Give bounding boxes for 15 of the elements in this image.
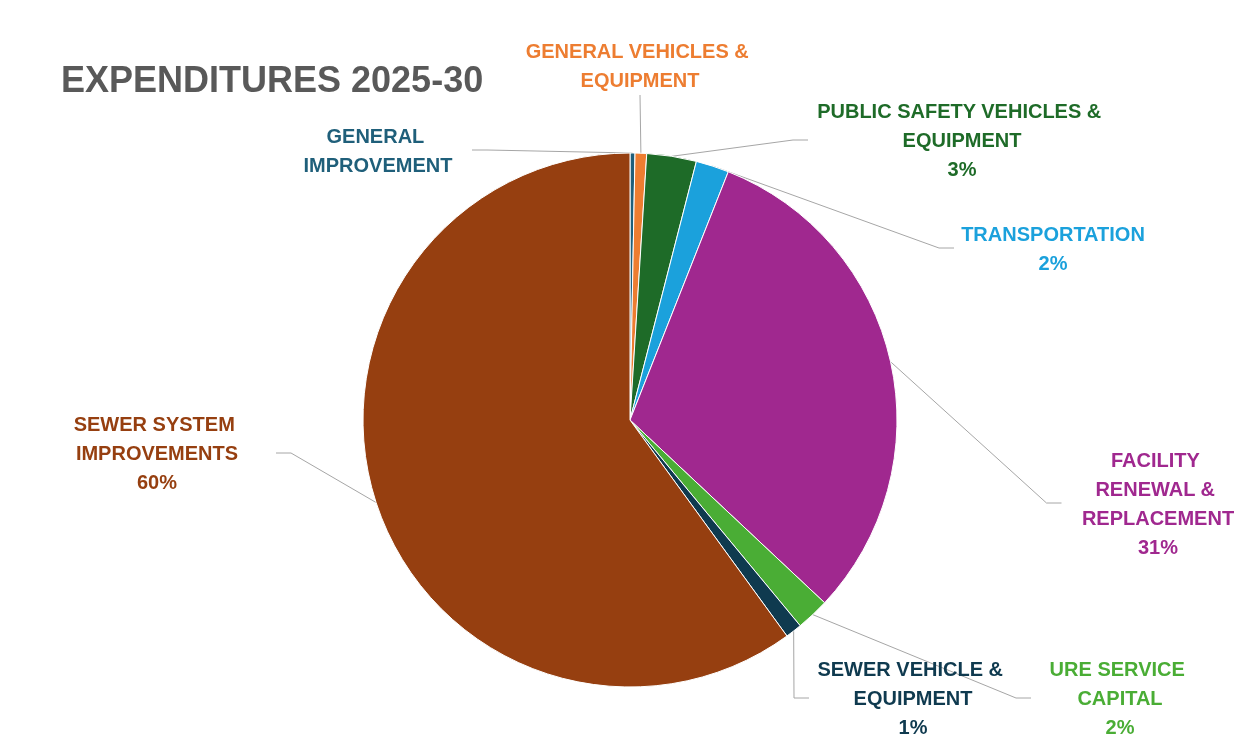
slice-label: SEWER SYSTEM IMPROVEMENTS bbox=[73, 413, 241, 464]
slice-label: GENERAL IMPROVEMENT bbox=[303, 124, 453, 176]
chart-title: EXPENDITURES 2025-30 bbox=[61, 58, 484, 100]
slice-label: SEWER VEHICLE & EQUIPMENT bbox=[817, 658, 1009, 709]
slice-label: FACILITY RENEWAL & REPLACEMENT bbox=[1081, 448, 1235, 529]
data-label: 2% bbox=[1038, 251, 1068, 274]
slice-label: GENERAL VEHICLES & EQUIPMENT bbox=[525, 39, 755, 91]
slice-label: URE SERVICE CAPITAL bbox=[1049, 658, 1191, 709]
data-label: 3% bbox=[947, 158, 977, 180]
data-label: 31% bbox=[1137, 535, 1179, 558]
data-label: 1% bbox=[898, 716, 928, 738]
data-label: 60% bbox=[136, 471, 178, 493]
data-label: 2% bbox=[1105, 716, 1135, 738]
slice-label: TRANSPORTATION bbox=[961, 222, 1145, 245]
slice-label: PUBLIC SAFETY VEHICLES & EQUIPMENT bbox=[817, 100, 1107, 151]
